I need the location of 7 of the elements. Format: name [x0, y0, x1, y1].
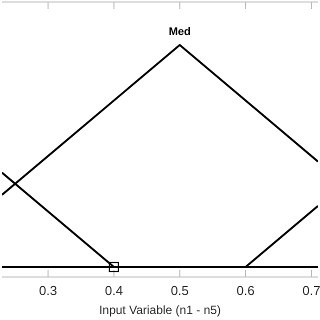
x-tick-label: 0.5 [170, 283, 189, 298]
x-tick-label: 0.7 [302, 283, 320, 298]
x-tick-label: 0.4 [104, 283, 123, 298]
x-tick-label: 0.3 [39, 283, 58, 298]
x-tick-label: 0.6 [236, 283, 255, 298]
annotation: Med [168, 26, 191, 38]
x-axis-title: Input Variable (n1 - n5) [99, 303, 221, 317]
